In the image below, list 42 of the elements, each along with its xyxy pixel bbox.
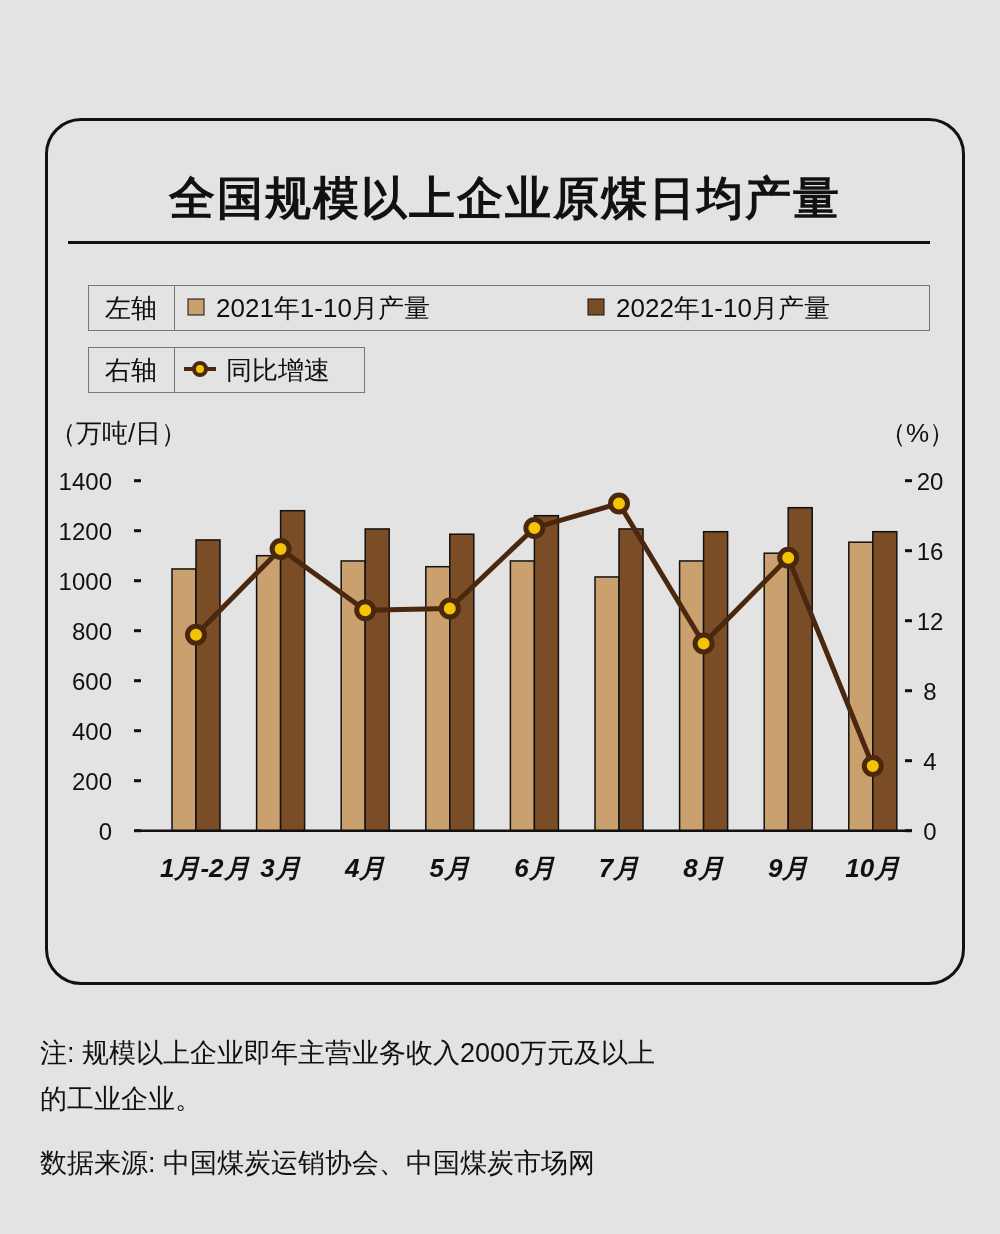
x-tick-label: 9月 — [766, 852, 810, 885]
text: 左轴 — [104, 292, 158, 325]
y-tick-label: 800 — [71, 617, 112, 645]
point — [777, 546, 800, 569]
y-tick-label: 400 — [71, 717, 112, 745]
point — [269, 537, 292, 560]
y2-tick-label: 8 — [923, 677, 937, 705]
x-tick-label: 5月 — [428, 852, 472, 885]
x-tick-label: 7月 — [597, 852, 641, 885]
x-tick-label: 3月 — [260, 853, 301, 883]
point — [354, 599, 377, 622]
x-tick-label: 8月 — [682, 852, 725, 885]
y2-tick-label: 0 — [923, 817, 937, 845]
y-tick-label: 1400 — [58, 467, 112, 495]
y-tick-label: 600 — [71, 667, 112, 695]
y-tick-label: 1200 — [58, 517, 112, 545]
y2-tick-label: 12 — [916, 607, 944, 635]
legend-label: 2021年1-10月产量 — [216, 292, 430, 325]
x-tick-label: 6月 — [513, 852, 556, 885]
y2-tick-label: 16 — [916, 537, 944, 565]
y2-tick-label: 20 — [916, 467, 944, 495]
x-tick-label: 10月 — [844, 852, 902, 885]
y-axis-title: （万吨/日） — [50, 417, 188, 450]
y2-tick-label: 4 — [923, 747, 937, 775]
chart-title: 全国规模以上企业原煤日均产量 — [167, 171, 842, 226]
y-tick-label: 200 — [71, 767, 112, 795]
text: 注: 规模以上企业即年主营业务收入2000万元及以上的工业企业。 — [40, 1037, 657, 1116]
legend-label: 2022年1-10月产量 — [616, 292, 830, 325]
y-tick-label: 1000 — [58, 567, 112, 595]
point — [185, 623, 207, 646]
point — [438, 597, 461, 620]
y-tick-label: 0 — [98, 817, 112, 845]
source-note: 数据来源: 中国煤炭运销协会、中国煤炭市场网 — [40, 1147, 596, 1180]
point — [861, 754, 884, 777]
x-tick-label: 4月 — [343, 852, 387, 885]
point — [523, 516, 546, 539]
y2-axis-title: （%） — [880, 417, 956, 450]
text: 右轴 — [104, 354, 158, 387]
point — [608, 492, 630, 515]
point — [692, 632, 715, 655]
x-tick-label: 1月-2月 — [160, 852, 250, 885]
legend-label: 同比增速 — [226, 354, 330, 387]
